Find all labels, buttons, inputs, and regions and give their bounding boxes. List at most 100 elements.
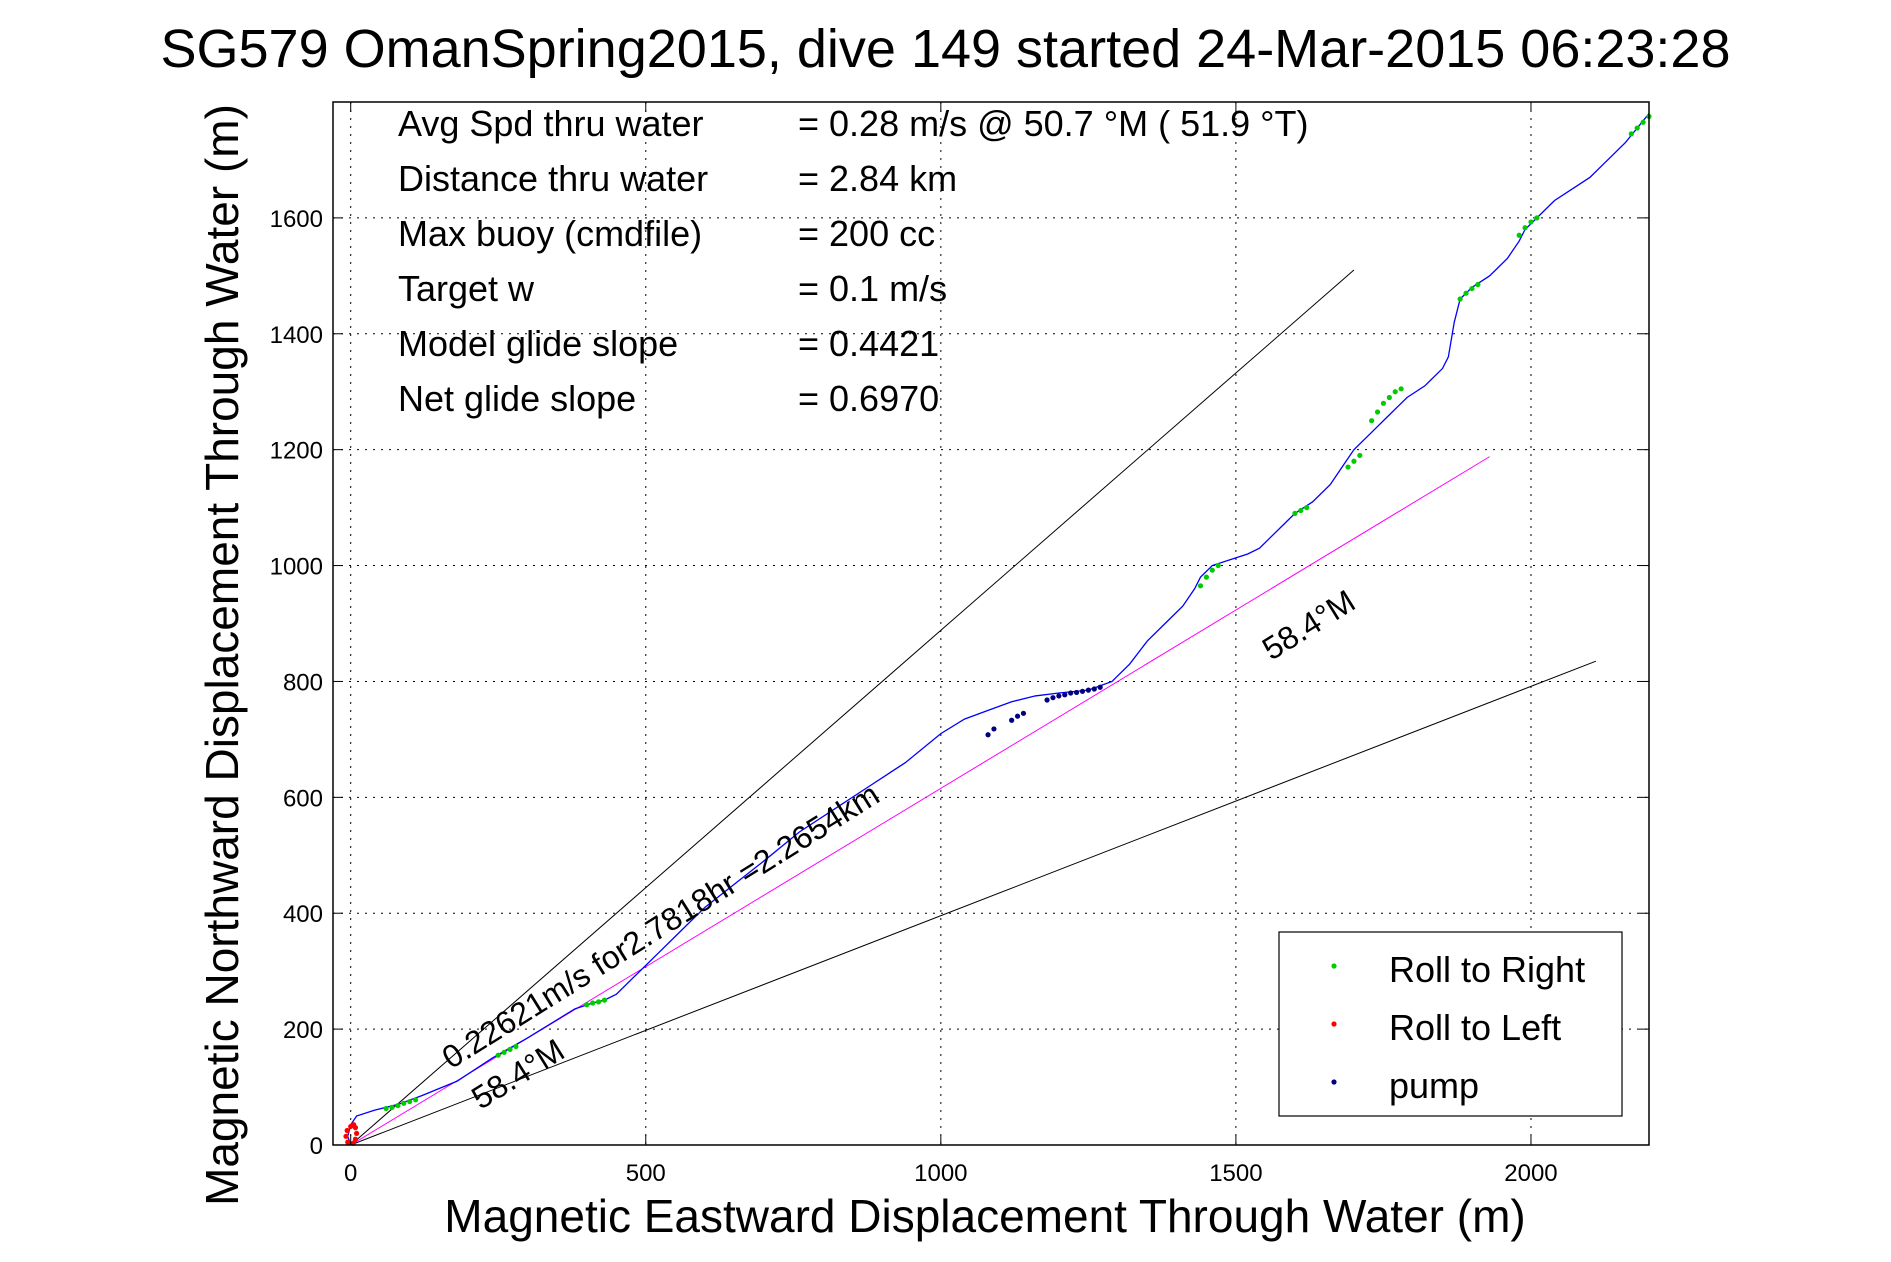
axes: 0 500 1000 1500 2000 0 200 400 600 800 1000 1200 140… bbox=[270, 101, 1650, 1187]
pump-point bbox=[1085, 687, 1091, 693]
info-value: = 0.28 m/s @ 50.7 °M ( 51.9 °T) bbox=[798, 103, 1309, 144]
roll-to-right-point bbox=[1380, 400, 1387, 406]
roll-to-right-point bbox=[1215, 562, 1221, 569]
x-tick-label: 1000 bbox=[914, 1160, 967, 1187]
x-tick-label: 500 bbox=[626, 1160, 666, 1187]
pump-point bbox=[985, 732, 991, 738]
legend-marker bbox=[1331, 963, 1337, 969]
info-label: Model glide slope bbox=[398, 323, 678, 364]
roll-to-right-point bbox=[401, 1100, 407, 1106]
roll-to-right-point bbox=[1469, 285, 1475, 292]
y-tick-label: 400 bbox=[283, 901, 323, 928]
info-label: Net glide slope bbox=[398, 378, 636, 419]
roll-to-right-point bbox=[1628, 131, 1634, 137]
legend-marker bbox=[1331, 1079, 1337, 1085]
roll-to-left-point bbox=[344, 1127, 350, 1134]
y-tick-label: 0 bbox=[310, 1133, 323, 1160]
pump-point bbox=[1056, 693, 1062, 699]
y-tick-label: 200 bbox=[283, 1017, 323, 1044]
roll-to-left-point bbox=[343, 1133, 349, 1139]
roll-to-right-point bbox=[601, 997, 608, 1003]
legend-marker bbox=[1331, 1021, 1337, 1027]
pump-point bbox=[1050, 695, 1056, 701]
roll-to-right-point bbox=[1475, 281, 1481, 288]
roll-to-right-point bbox=[1634, 125, 1640, 131]
y-tick-label: 1600 bbox=[270, 206, 323, 233]
y-axis-label: Magnetic Northward Displacement Through … bbox=[196, 104, 248, 1206]
guide-line bbox=[350, 660, 1597, 1146]
roll-to-right-point bbox=[407, 1098, 413, 1105]
info-label: Max buoy (cmdfile) bbox=[398, 213, 702, 254]
roll-to-right-point bbox=[1298, 507, 1304, 514]
roll-to-right-point bbox=[584, 1002, 590, 1008]
roll-to-right-point bbox=[507, 1046, 513, 1052]
roll-to-right-point bbox=[513, 1043, 519, 1050]
pump-point bbox=[1020, 710, 1027, 716]
annotation-label: 58.4°M bbox=[1256, 583, 1361, 667]
roll-to-right-point bbox=[1197, 583, 1204, 589]
y-tick-label: 800 bbox=[283, 669, 323, 696]
plot-frame bbox=[332, 101, 1650, 1146]
legend-label: pump bbox=[1389, 1065, 1479, 1106]
y-tick-label: 1200 bbox=[270, 438, 323, 465]
roll-to-left-point bbox=[345, 1139, 351, 1145]
roll-to-left-point bbox=[354, 1130, 360, 1137]
roll-to-right-point bbox=[1398, 386, 1404, 392]
x-tick-label: 0 bbox=[344, 1160, 357, 1187]
roll-to-left-point bbox=[352, 1125, 359, 1131]
roll-to-right-point bbox=[1522, 225, 1528, 231]
roll-to-right-point bbox=[1351, 458, 1357, 464]
roll-to-right-point bbox=[1357, 452, 1363, 459]
pump-point bbox=[1068, 690, 1074, 696]
roll-to-right-point bbox=[395, 1102, 401, 1109]
roll-to-right-point bbox=[595, 999, 602, 1005]
pump-point bbox=[1079, 688, 1086, 694]
pump-point bbox=[1073, 689, 1080, 696]
roll-to-right-point bbox=[501, 1049, 507, 1055]
annotations: 58.4°M58.4°M0.22621m/s for2.7818hr =2.26… bbox=[436, 583, 1362, 1117]
x-axis-label: Magnetic Eastward Displacement Through W… bbox=[444, 1190, 1525, 1242]
info-label: Distance thru water bbox=[398, 158, 708, 199]
info-value: = 0.4421 bbox=[798, 323, 939, 364]
roll-to-right-point bbox=[413, 1097, 419, 1103]
guide-line bbox=[350, 269, 1355, 1146]
info-value: = 200 cc bbox=[798, 213, 935, 254]
chart-title: SG579 OmanSpring2015, dive 149 started 2… bbox=[160, 19, 1731, 79]
roll-to-right-point bbox=[1386, 394, 1392, 401]
roll-to-right-point bbox=[495, 1052, 501, 1058]
y-tick-label: 1400 bbox=[270, 322, 323, 349]
data-series bbox=[343, 113, 1652, 1146]
legend: Roll to Right Roll to Left pump bbox=[1278, 931, 1623, 1117]
legend-label: Roll to Left bbox=[1389, 1007, 1561, 1048]
roll-to-right-point bbox=[383, 1105, 389, 1112]
info-value: = 0.1 m/s bbox=[798, 268, 947, 309]
pump-point bbox=[1009, 717, 1015, 723]
roll-to-right-point bbox=[1292, 510, 1298, 517]
info-panel: Avg Spd thru water = 0.28 m/s @ 50.7 °M (… bbox=[398, 103, 1309, 419]
pump-point bbox=[1014, 713, 1021, 719]
annotation-label: 0.22621m/s for2.7818hr =2.2654km bbox=[436, 776, 886, 1076]
info-value: = 2.84 km bbox=[798, 158, 957, 199]
roll-to-right-point bbox=[1374, 409, 1381, 415]
roll-to-right-point bbox=[1463, 290, 1469, 296]
pump-point bbox=[1044, 697, 1050, 703]
roll-to-right-point bbox=[590, 1000, 596, 1006]
roll-to-right-point bbox=[1203, 574, 1209, 580]
roll-to-right-point bbox=[1516, 232, 1522, 238]
roll-to-right-point bbox=[1640, 119, 1646, 125]
roll-to-right-point bbox=[1528, 219, 1534, 225]
roll-to-right-point bbox=[1304, 505, 1310, 511]
roll-to-right-point bbox=[1209, 567, 1215, 573]
roll-to-right-point bbox=[1345, 464, 1351, 470]
pump-point bbox=[1097, 684, 1103, 690]
info-label: Avg Spd thru water bbox=[398, 103, 704, 144]
roll-to-right-point bbox=[389, 1104, 395, 1110]
pump-point bbox=[991, 726, 997, 732]
pump-point bbox=[1091, 686, 1097, 692]
roll-to-right-point bbox=[1534, 215, 1540, 221]
info-label: Target w bbox=[398, 268, 535, 309]
x-tick-label: 2000 bbox=[1504, 1160, 1557, 1187]
roll-to-left-point bbox=[352, 1136, 359, 1142]
x-tick-label: 1500 bbox=[1209, 1160, 1262, 1187]
